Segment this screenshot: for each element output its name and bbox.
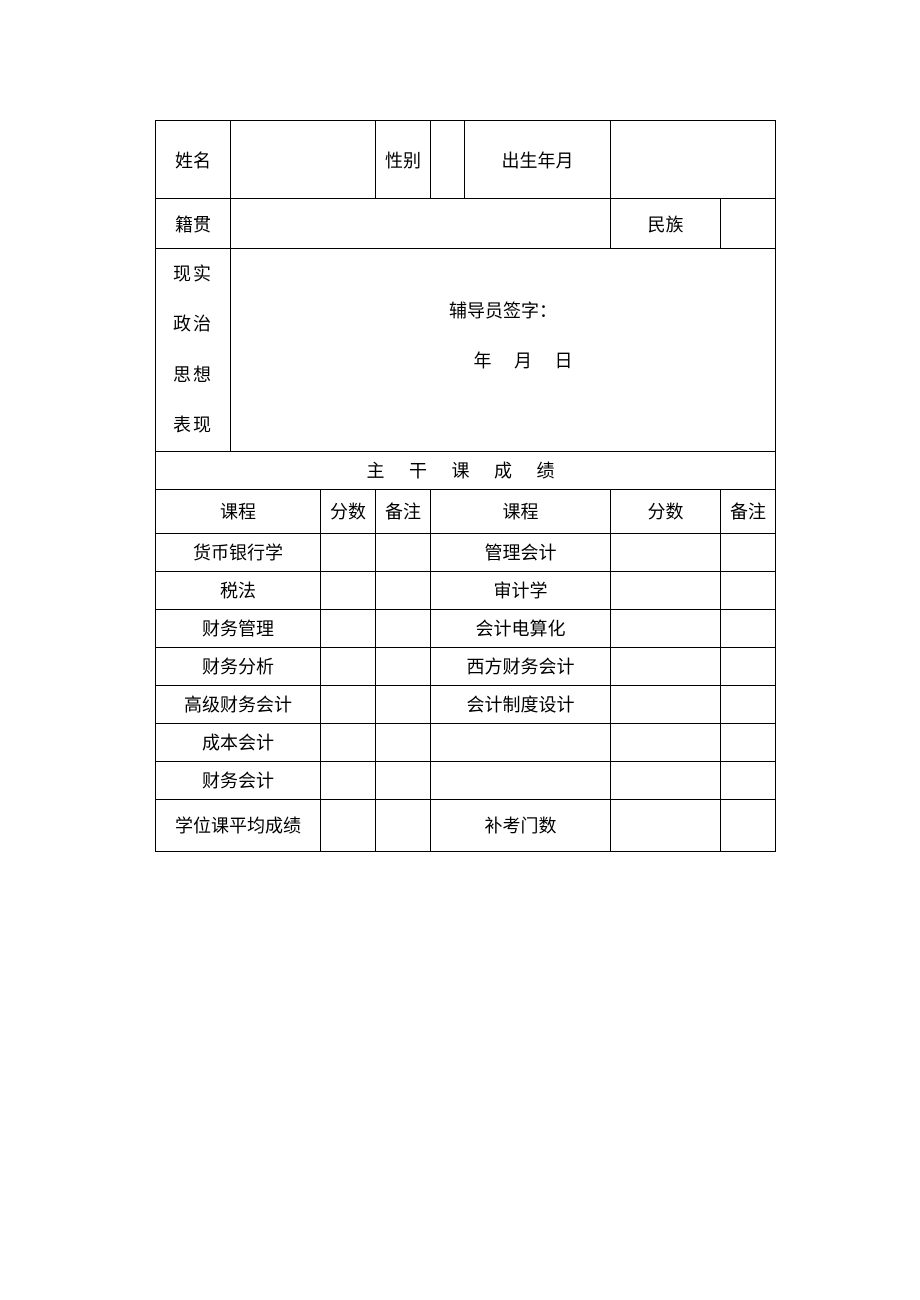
course-score — [611, 685, 721, 723]
course-name: 财务会计 — [156, 761, 321, 799]
course-remark — [721, 723, 776, 761]
avg-score-label: 学位课平均成绩 — [156, 799, 321, 851]
course-row-4: 高级财务会计 会计制度设计 — [156, 685, 776, 723]
course-remark — [721, 761, 776, 799]
gender-value — [431, 121, 465, 199]
year-label: 年 — [474, 351, 492, 371]
student-form-table: 姓名 性别 出生年月 籍贯 民族 现实 政治 思想 表现 辅导员签字： 年 — [155, 120, 776, 852]
course-name — [431, 761, 611, 799]
remark-header-left: 备注 — [376, 489, 431, 533]
score-header-right: 分数 — [611, 489, 721, 533]
course-score — [611, 533, 721, 571]
politics-label-cell: 现实 政治 思想 表现 — [156, 249, 231, 452]
basic-info-row-1: 姓名 性别 出生年月 — [156, 121, 776, 199]
course-name: 会计电算化 — [431, 609, 611, 647]
politics-label-3: 思想 — [156, 350, 230, 400]
course-name — [431, 723, 611, 761]
date-line: 年 月 日 — [231, 347, 775, 373]
section-title-row: 主 干 课 成 绩 — [156, 451, 776, 489]
origin-label: 籍贯 — [156, 199, 231, 249]
course-name: 管理会计 — [431, 533, 611, 571]
course-name: 审计学 — [431, 571, 611, 609]
month-label: 月 — [514, 351, 532, 371]
course-remark — [376, 647, 431, 685]
course-remark — [376, 685, 431, 723]
politics-label-4: 表现 — [156, 400, 230, 450]
day-label: 日 — [555, 351, 573, 371]
course-name: 西方财务会计 — [431, 647, 611, 685]
politics-content-cell: 辅导员签字： 年 月 日 — [231, 249, 776, 452]
advisor-signature-label: 辅导员签字： — [231, 297, 775, 323]
basic-info-row-2: 籍贯 民族 — [156, 199, 776, 249]
course-remark — [721, 647, 776, 685]
score-header-left: 分数 — [321, 489, 376, 533]
course-name: 成本会计 — [156, 723, 321, 761]
retake-remark — [721, 799, 776, 851]
course-score — [321, 609, 376, 647]
course-remark — [721, 685, 776, 723]
course-name: 货币银行学 — [156, 533, 321, 571]
origin-value — [231, 199, 611, 249]
course-row-2: 财务管理 会计电算化 — [156, 609, 776, 647]
gender-label: 性别 — [376, 121, 431, 199]
section-title: 主 干 课 成 绩 — [156, 451, 776, 489]
course-name: 税法 — [156, 571, 321, 609]
remark-header-right: 备注 — [721, 489, 776, 533]
course-remark — [376, 761, 431, 799]
course-remark — [376, 533, 431, 571]
course-row-5: 成本会计 — [156, 723, 776, 761]
retake-count-value — [611, 799, 721, 851]
course-name: 会计制度设计 — [431, 685, 611, 723]
course-name: 财务分析 — [156, 647, 321, 685]
birth-value — [611, 121, 776, 199]
avg-score-value — [321, 799, 376, 851]
course-score — [321, 571, 376, 609]
avg-score-remark — [376, 799, 431, 851]
course-row-6: 财务会计 — [156, 761, 776, 799]
course-score — [321, 533, 376, 571]
course-header-right: 课程 — [431, 489, 611, 533]
summary-row: 学位课平均成绩 补考门数 — [156, 799, 776, 851]
course-score — [611, 761, 721, 799]
course-score — [321, 723, 376, 761]
course-row-3: 财务分析 西方财务会计 — [156, 647, 776, 685]
course-name: 财务管理 — [156, 609, 321, 647]
course-name: 高级财务会计 — [156, 685, 321, 723]
retake-count-label: 补考门数 — [431, 799, 611, 851]
course-remark — [721, 609, 776, 647]
politics-row: 现实 政治 思想 表现 辅导员签字： 年 月 日 — [156, 249, 776, 452]
course-remark — [376, 571, 431, 609]
course-score — [611, 723, 721, 761]
course-score — [611, 609, 721, 647]
course-remark — [721, 571, 776, 609]
course-header-left: 课程 — [156, 489, 321, 533]
name-value — [231, 121, 376, 199]
course-remark — [721, 533, 776, 571]
course-remark — [376, 723, 431, 761]
course-remark — [376, 609, 431, 647]
course-row-1: 税法 审计学 — [156, 571, 776, 609]
course-score — [611, 571, 721, 609]
course-score — [611, 647, 721, 685]
politics-label-2: 政治 — [156, 299, 230, 349]
course-score — [321, 685, 376, 723]
birth-label: 出生年月 — [465, 121, 611, 199]
grades-header-row: 课程 分数 备注 课程 分数 备注 — [156, 489, 776, 533]
name-label: 姓名 — [156, 121, 231, 199]
politics-label-1: 现实 — [156, 249, 230, 299]
ethnicity-value — [721, 199, 776, 249]
course-score — [321, 647, 376, 685]
course-score — [321, 761, 376, 799]
ethnicity-label: 民族 — [611, 199, 721, 249]
course-row-0: 货币银行学 管理会计 — [156, 533, 776, 571]
